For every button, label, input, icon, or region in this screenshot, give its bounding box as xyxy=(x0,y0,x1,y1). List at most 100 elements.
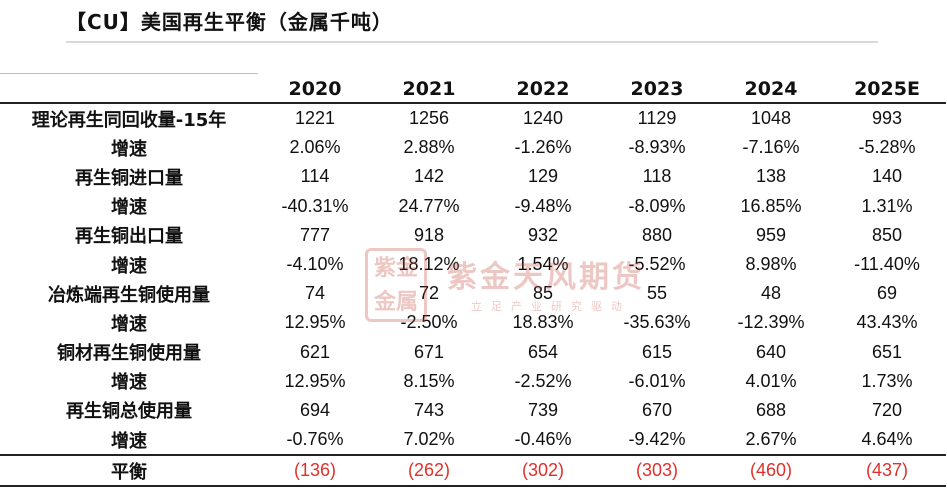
value-cell: 18.83% xyxy=(512,312,574,333)
table-row: 增速 12.95% -2.50% 18.83% -35.63% -12.39% 43.43% xyxy=(0,308,946,337)
value-cell: 1.73% xyxy=(861,370,913,391)
value-cell: 4.01% xyxy=(745,370,797,391)
value-cell: 1240 xyxy=(522,108,564,129)
table-body: 理论再生同回收量-15年 1221 1256 1240 1129 1048 993 增速 2.0… xyxy=(0,103,946,488)
value-cell: 1221 xyxy=(294,108,336,129)
value-cell: -9.48% xyxy=(514,195,572,216)
value-cell: 932 xyxy=(527,224,559,245)
table-row: 冶炼端再生铜使用量 74 72 85 55 48 69 xyxy=(0,279,946,308)
column-header: 2020 xyxy=(258,76,372,104)
value-cell: 12.95% xyxy=(284,312,346,333)
value-cell: 880 xyxy=(641,224,673,245)
value-cell: 129 xyxy=(527,166,559,187)
value-cell: -0.46% xyxy=(514,429,572,450)
value-cell: -40.31% xyxy=(281,195,349,216)
value-cell: -9.42% xyxy=(628,429,686,450)
value-cell: 621 xyxy=(299,341,331,362)
value-cell: 654 xyxy=(527,341,559,362)
value-cell: 2.67% xyxy=(745,429,797,450)
value-cell: 138 xyxy=(755,166,787,187)
value-cell: 694 xyxy=(299,399,331,420)
row-label: 增速 xyxy=(111,430,147,452)
value-cell: (302) xyxy=(486,454,600,488)
value-cell: 850 xyxy=(871,224,903,245)
row-label: 增速 xyxy=(111,138,147,160)
value-cell: -7.16% xyxy=(742,137,800,158)
value-cell: -12.39% xyxy=(737,312,805,333)
row-label: 增速 xyxy=(111,197,147,219)
value-cell: 142 xyxy=(413,166,445,187)
value-cell: 48 xyxy=(760,283,782,304)
value-cell: 777 xyxy=(299,224,331,245)
value-cell: 2.88% xyxy=(403,137,455,158)
value-cell: 118 xyxy=(642,166,672,187)
row-label: 再生铜总使用量 xyxy=(66,401,192,423)
table-row: 铜材再生铜使用量 621 671 654 615 640 651 xyxy=(0,338,946,367)
value-cell: 43.43% xyxy=(856,312,918,333)
column-header: 2022 xyxy=(486,76,600,104)
row-label: 理论再生同回收量-15年 xyxy=(31,109,227,131)
value-cell: 743 xyxy=(413,399,445,420)
value-cell: 640 xyxy=(755,341,787,362)
value-cell: 114 xyxy=(300,166,330,187)
value-cell: 993 xyxy=(871,108,903,129)
row-label: 再生铜出口量 xyxy=(75,226,183,248)
value-cell: 55 xyxy=(646,283,668,304)
table-header-row: 2020 2021 2022 2023 2024 2025E xyxy=(0,76,946,104)
value-cell: 4.64% xyxy=(861,429,913,450)
value-cell: 72 xyxy=(418,283,440,304)
table-row: 再生铜进口量 114 142 129 118 138 140 xyxy=(0,162,946,191)
value-cell: -35.63% xyxy=(623,312,691,333)
value-cell: -1.26% xyxy=(514,137,572,158)
value-cell: 2.06% xyxy=(289,137,341,158)
value-cell: 959 xyxy=(755,224,787,245)
value-cell: 651 xyxy=(871,341,903,362)
value-cell: 12.95% xyxy=(284,370,346,391)
value-cell: 739 xyxy=(527,399,559,420)
value-cell: -2.50% xyxy=(400,312,458,333)
table-top-rule xyxy=(0,73,258,74)
value-cell: 1256 xyxy=(408,108,450,129)
column-header: 2024 xyxy=(714,76,828,104)
value-cell: 74 xyxy=(304,283,326,304)
value-cell: 1048 xyxy=(750,108,792,129)
value-cell: 140 xyxy=(871,166,903,187)
table-row: 再生铜出口量 777 918 932 880 959 850 xyxy=(0,221,946,250)
value-cell: 1.31% xyxy=(861,195,913,216)
value-cell: 671 xyxy=(413,341,445,362)
value-cell: -11.40% xyxy=(854,254,920,275)
page-title: 【CU】美国再生平衡（金属千吨） xyxy=(66,10,393,34)
row-label: 再生铜进口量 xyxy=(75,167,183,189)
value-cell: -6.01% xyxy=(628,370,686,391)
row-label: 平衡 xyxy=(0,454,258,488)
value-cell: -5.28% xyxy=(858,137,916,158)
row-label: 铜材再生铜使用量 xyxy=(57,343,201,365)
header-label-cell xyxy=(0,76,258,104)
value-cell: 615 xyxy=(641,341,673,362)
balance-row: 平衡 (136) (262) (302) (303) (460) (437) xyxy=(0,454,946,488)
value-cell: (303) xyxy=(600,454,714,488)
table-row: 增速 2.06% 2.88% -1.26% -8.93% -7.16% -5.28% xyxy=(0,133,946,162)
column-header: 2025E xyxy=(828,76,946,104)
value-cell: 1.54% xyxy=(517,254,569,275)
value-cell: -0.76% xyxy=(286,429,344,450)
value-cell: 688 xyxy=(755,399,787,420)
value-cell: (437) xyxy=(828,454,946,488)
row-label: 增速 xyxy=(111,313,147,335)
row-label: 增速 xyxy=(111,372,147,394)
value-cell: 24.77% xyxy=(398,195,460,216)
value-cell: (262) xyxy=(372,454,486,488)
row-label: 增速 xyxy=(111,255,147,277)
balance-table: 2020 2021 2022 2023 2024 2025E 理论再生同回收量-… xyxy=(0,76,946,488)
column-header: 2023 xyxy=(600,76,714,104)
row-label: 冶炼端再生铜使用量 xyxy=(48,284,210,306)
value-cell: 8.98% xyxy=(745,254,797,275)
value-cell: 670 xyxy=(641,399,673,420)
table-row: 增速 -40.31% 24.77% -9.48% -8.09% 16.85% 1.31% xyxy=(0,192,946,221)
value-cell: 7.02% xyxy=(403,429,455,450)
column-header: 2021 xyxy=(372,76,486,104)
value-cell: 1129 xyxy=(637,108,677,129)
value-cell: 69 xyxy=(876,283,898,304)
value-cell: 720 xyxy=(871,399,903,420)
value-cell: -8.09% xyxy=(628,195,686,216)
